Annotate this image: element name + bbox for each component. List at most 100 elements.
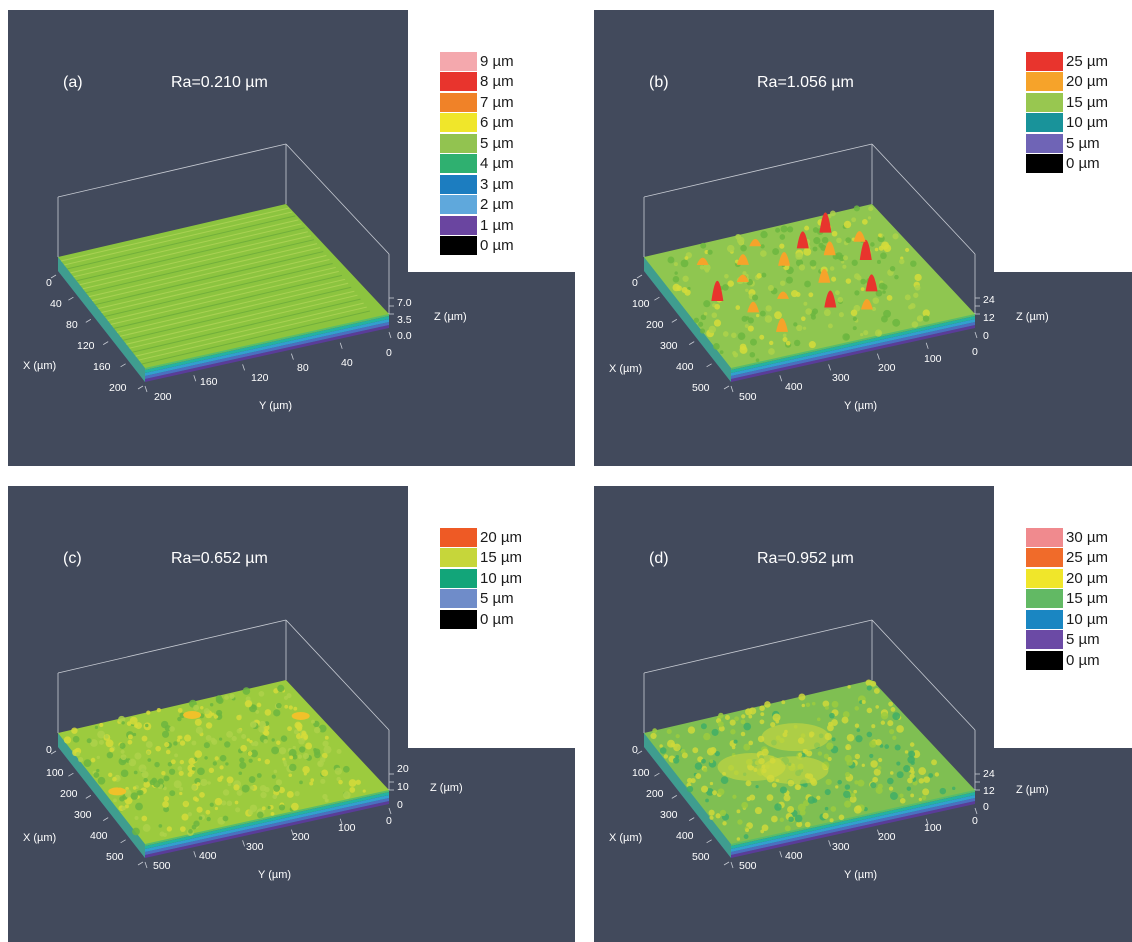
surface-texture-dot [200,706,204,710]
surface-striation [64,211,293,266]
surface-texture-dot [749,794,756,801]
surface-texture-dot [700,242,707,249]
legend-item: 20 µm [1026,568,1108,589]
surface-texture-dot [743,722,752,731]
surface-texture-dot [698,321,704,327]
legend-label: 4 µm [480,155,514,173]
surface-texture-dot [239,757,245,763]
surface-texture-dot [293,729,299,735]
x-tick-label: 500 [692,851,710,863]
surface-texture-dot [802,800,810,807]
surface-texture-dot [907,777,913,784]
legend-item: 6 µm [440,113,514,134]
surface-texture-dot [209,703,214,707]
surface-texture-dot [227,782,231,787]
legend-swatch [1026,568,1063,588]
surface-texture-dot [310,778,315,782]
surface-texture-dot [845,278,852,284]
surface-texture-dot [206,816,211,822]
legend-item: 0 µm [440,236,514,257]
surface-texture-dot [703,311,708,316]
surface-striation [67,215,296,270]
surface-texture-dot [795,784,802,790]
surface-texture-dot [750,338,757,346]
legend-label: 15 µm [1066,590,1108,608]
legend-swatch [440,113,477,133]
surface-texture-dot [708,325,716,334]
panel-c-letter: (c) [63,550,82,567]
surface-texture-dot [94,725,99,730]
surface-texture-dot [138,764,147,773]
surface-texture-dot [743,743,751,751]
surface-texture-dot [251,742,255,746]
y-axis-tick [193,851,197,858]
legend-label: 6 µm [480,114,514,132]
y-axis-tick [925,342,929,349]
surface-striation [129,294,358,349]
surface-texture-dot [681,286,688,293]
surface-texture-dot [894,744,901,751]
surface-texture-dot [134,723,139,728]
legend-label: 9 µm [480,52,514,70]
bounding-box-edge [285,143,390,255]
surface-texture-dot [179,791,183,796]
surface-peak [818,268,831,283]
surface-texture-dot [251,705,256,709]
surface-texture-dot [842,711,850,718]
x-axis-tick [688,341,695,345]
surface-texture-dot [288,773,293,778]
surface-texture-dot [318,724,327,733]
surface-texture-dot [319,757,326,763]
surface-texture-dot [904,750,909,754]
legend-swatch [1026,527,1063,547]
surface-texture-dot [844,800,852,808]
surface-striation [88,243,318,298]
surface-texture-dot [889,792,898,800]
z-tick-label: 0 [397,799,403,811]
surface-texture-dot [146,750,151,755]
surface-texture-dot [695,773,702,779]
surface-texture-dot [843,220,852,229]
surface-texture-dot [871,724,876,729]
surface-texture-dot [130,792,138,800]
surface-texture-dot [831,230,838,237]
surface-texture-dot [247,809,254,816]
surface-texture-dot [870,782,877,789]
surface-texture-dot [744,324,749,329]
x-axis-tick [671,795,678,799]
y-axis-tick [974,331,978,339]
surface-texture-dot [887,777,894,785]
surface-texture-dot [313,726,321,734]
surface-texture-dot [650,732,657,740]
legend-swatch [440,527,477,547]
surface-texture-dot [284,704,289,709]
surface-texture-dot [837,296,844,303]
surface-peak [736,274,749,282]
surface-texture-dot [198,816,203,820]
surface-texture-dot [886,294,893,301]
surface-texture-dot [310,719,315,724]
surface-texture-dot [249,785,255,790]
surface-texture-dot [226,776,234,784]
surface-texture-dot [96,755,101,760]
surface-texture-dot [896,761,901,766]
surface-texture-dot [687,726,696,734]
surface-texture-dot [83,759,92,768]
y-tick-label: 300 [832,841,850,853]
legend-swatch [1026,133,1063,153]
surface-texture-dot [108,772,113,777]
surface-texture-dot [884,744,890,749]
surface-texture-dot [673,757,680,764]
surface-texture-dot [823,309,831,317]
surface-bump [108,787,127,796]
surface-texture-dot [734,716,739,722]
surface-texture-dot [939,787,947,795]
surface-texture-dot [105,739,114,748]
surface-texture-dot [892,318,901,327]
surface-texture-dot [701,758,706,764]
surface-texture-dot [722,331,729,337]
surface-texture-dot [733,352,739,358]
panel-a-legend: 9 µm 8 µm 7 µm 6 µm 5 µm 4 µm 3 µm 2 µm … [440,51,514,256]
surface-texture-dot [808,341,816,349]
surface-striation [92,247,321,302]
